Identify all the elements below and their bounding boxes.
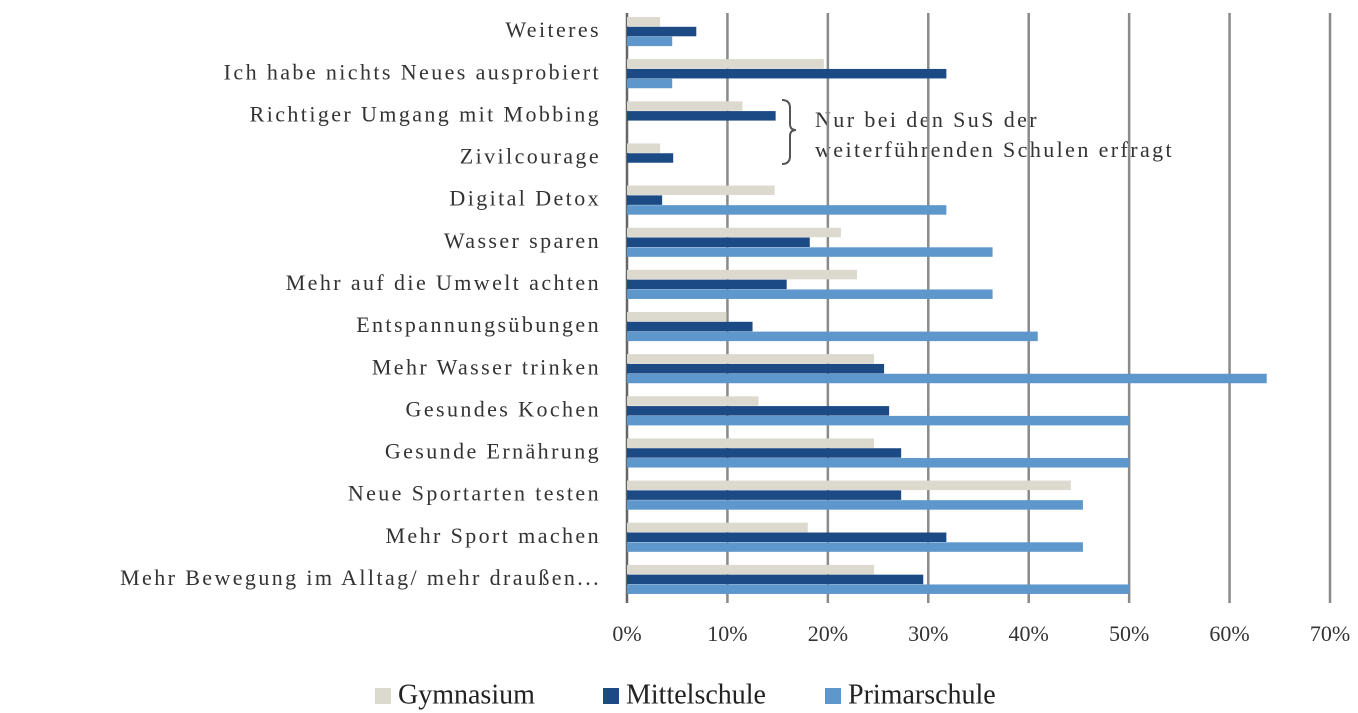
bar [627,153,674,163]
x-tick-label: 0% [612,621,641,646]
y-tick-label: Mehr Wasser trinken [372,354,601,379]
legend-swatch [825,688,841,704]
bar [627,406,890,416]
bar [627,185,775,196]
bar [627,143,661,153]
bar [627,564,875,575]
bar [627,532,947,543]
bar [627,36,673,47]
bar [627,396,759,406]
bar [627,111,776,121]
bar [627,227,841,238]
y-tick-label: Mehr Bewegung im Alltag/ mehr draußen... [120,565,601,590]
bar [627,247,993,257]
legend-swatch [375,688,391,704]
bar [627,331,1038,342]
bar [627,321,753,332]
x-tick-label: 40% [1009,621,1049,646]
x-tick-label: 10% [707,621,747,646]
bar [627,584,1130,594]
bar [627,448,902,458]
y-tick-label: Mehr auf die Umwelt achten [286,270,601,295]
y-tick-label: Entspannungsübungen [356,312,601,337]
x-tick-label: 60% [1209,621,1249,646]
bar [627,68,947,79]
legend-swatch [603,688,619,704]
bar [627,574,924,585]
bar [627,363,885,374]
y-tick-label: Gesundes Kochen [406,396,601,421]
y-tick-label: Digital Detox [449,186,601,211]
bar [627,500,1083,510]
bar [627,354,875,364]
bar [627,373,1267,384]
y-tick-label: Ich habe nichts Neues ausprobiert [224,59,601,84]
x-tick-label: 70% [1310,621,1350,646]
bar [627,195,663,205]
bar [627,458,1130,468]
bar [627,237,810,248]
bar [627,279,787,290]
x-tick-label: 30% [908,621,948,646]
bar [627,17,661,27]
bar [627,101,743,111]
bar [627,289,993,299]
legend-label: Gymnasium [398,679,535,710]
bar [627,415,1130,426]
x-tick-label: 50% [1109,621,1149,646]
bar [627,269,857,280]
bar [627,78,673,89]
bar [627,480,1071,491]
annotation: Nur bei den SuS der [815,107,1039,132]
bar [627,59,824,69]
bar [627,26,697,37]
y-tick-label: Weiteres [505,17,601,42]
y-tick-label: Gesunde Ernährung [385,439,601,464]
x-tick-label: 20% [808,621,848,646]
bar [627,542,1083,552]
y-tick-label: Zivilcourage [460,144,601,169]
annotation: weiterführenden Schulen erfragt [815,137,1174,162]
legend-label: Mittelschule [626,679,766,710]
legend-label: Primarschule [848,679,996,710]
bar [627,438,875,448]
y-tick-label: Neue Sportarten testen [348,481,601,506]
y-tick-label: Wasser sparen [444,228,601,253]
bar [627,312,727,322]
bar [627,490,902,500]
bar [627,522,808,533]
bar [627,205,947,215]
annotation-bracket [781,99,797,165]
y-tick-label: Richtiger Umgang mit Mobbing [250,101,601,126]
y-tick-label: Mehr Sport machen [385,523,601,548]
